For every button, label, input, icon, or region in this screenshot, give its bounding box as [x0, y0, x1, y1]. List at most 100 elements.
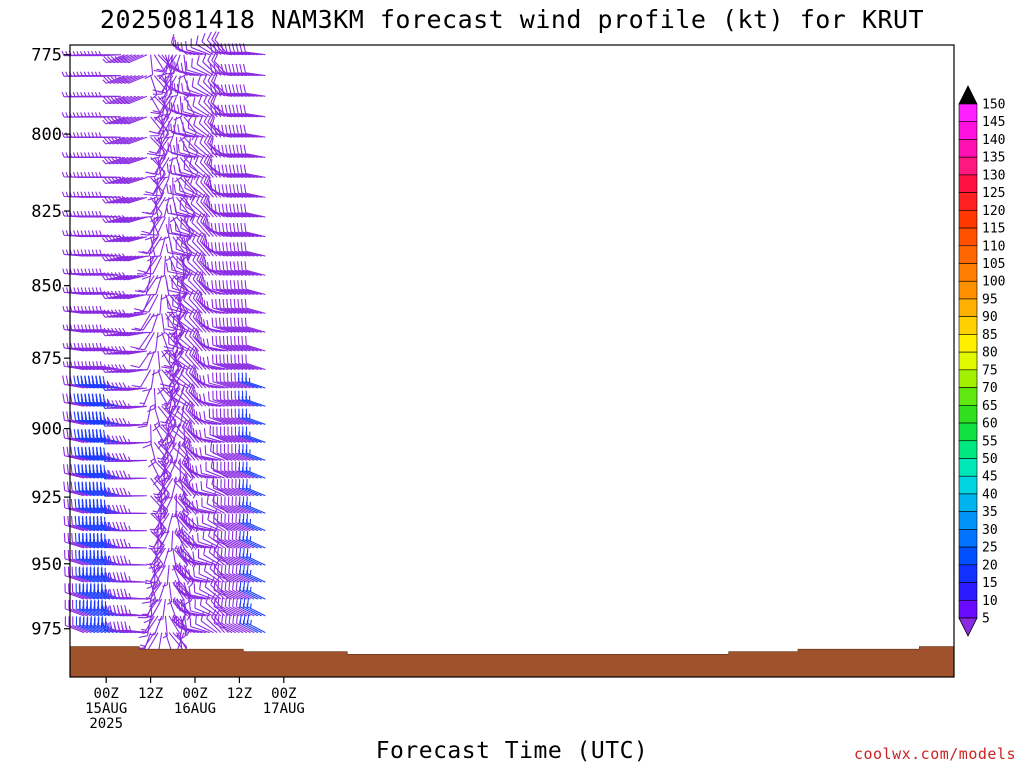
wind-barb: [184, 328, 200, 352]
wind-barb: [226, 354, 247, 371]
colorbar-label: 60: [982, 417, 998, 432]
wind-barb: [137, 406, 152, 429]
wind-barb: [159, 460, 166, 483]
wind-barb: [168, 335, 188, 352]
wind-barb: [64, 599, 85, 617]
wind-barb: [149, 157, 170, 176]
wind-barb: [63, 481, 85, 497]
wind-barb: [155, 256, 166, 280]
wind-barb: [227, 426, 247, 443]
colorbar-label: 15: [982, 576, 998, 591]
wind-barb: [169, 223, 192, 238]
wind-barb: [223, 444, 244, 461]
wind-barb: [225, 184, 247, 198]
colorbar-label: 40: [982, 487, 998, 502]
wind-barb: [233, 261, 255, 276]
wind-barb: [147, 177, 159, 201]
wind-barb: [174, 203, 196, 218]
wind-barb: [206, 494, 225, 514]
wind-barb: [200, 481, 222, 497]
wind-barb: [196, 232, 211, 257]
wind-barb: [67, 532, 88, 549]
wind-barb: [218, 242, 240, 257]
wind-barb: [184, 346, 200, 370]
wind-barb: [225, 223, 247, 238]
wind-barb: [244, 317, 266, 333]
wind-barb: [190, 38, 210, 56]
wind-barb: [194, 599, 214, 617]
wind-barb: [196, 271, 211, 295]
wind-barb: [246, 479, 266, 497]
terrain-surface: [69, 646, 955, 678]
wind-barb: [221, 614, 240, 634]
wind-barb: [191, 483, 214, 497]
wind-barb: [121, 54, 148, 64]
wind-barb: [246, 444, 266, 461]
wind-barb: [170, 242, 192, 257]
wind-barb: [160, 424, 177, 442]
colorbar-label: 150: [982, 98, 1005, 113]
wind-barb: [217, 581, 236, 600]
wind-barb: [122, 435, 147, 445]
wind-barb: [192, 567, 214, 583]
wind-barb: [245, 408, 266, 425]
wind-barb: [236, 223, 259, 238]
wind-barb: [195, 193, 211, 218]
wind-barb: [157, 137, 166, 163]
wind-barb: [227, 390, 247, 407]
wind-barb: [236, 124, 258, 138]
wind-barb: [188, 308, 203, 333]
wind-barb: [62, 375, 85, 389]
wind-barb: [123, 521, 147, 532]
wind-barb: [142, 581, 159, 600]
wind-barb: [147, 387, 157, 413]
wind-barb: [203, 428, 225, 443]
wind-barb: [121, 195, 148, 204]
wind-barb: [232, 614, 251, 634]
wind-barb: [231, 564, 251, 583]
x-tick-label: 15AUG: [85, 701, 127, 717]
wind-barb: [123, 555, 147, 566]
wind-barb: [232, 84, 255, 97]
wind-barb: [185, 382, 200, 407]
wind-barb: [196, 213, 211, 238]
wind-barb: [121, 75, 148, 84]
wind-barb: [210, 223, 233, 238]
wind-barb: [154, 460, 170, 479]
wind-barb: [219, 372, 240, 389]
wind-barb: [173, 184, 196, 198]
wind-barb: [122, 309, 148, 318]
wind-barb: [245, 426, 266, 443]
wind-barb: [143, 255, 163, 275]
wind-barb: [138, 615, 152, 639]
wind-barb: [121, 234, 148, 243]
wind-barb: [193, 116, 211, 138]
wind-barb: [152, 95, 174, 114]
wind-barb: [246, 513, 266, 532]
wind-barb: [211, 354, 233, 371]
wind-barb: [213, 597, 233, 617]
wind-barb: [77, 342, 99, 352]
wind-barb: [168, 352, 188, 371]
wind-barb: [239, 124, 262, 138]
wind-barb: [150, 96, 170, 115]
wind-barb: [178, 54, 187, 80]
wind-barb: [193, 583, 214, 600]
wind-barb: [70, 446, 92, 461]
wind-barb: [177, 493, 192, 514]
wind-barb: [72, 599, 92, 617]
wind-barb: [67, 549, 88, 566]
wind-barb: [223, 426, 244, 443]
wind-barb: [184, 586, 207, 600]
wind-barb: [95, 132, 118, 138]
wind-barb: [192, 308, 207, 333]
wind-barb: [220, 84, 244, 97]
colorbar-label: 105: [982, 257, 1005, 272]
wind-barb: [166, 530, 174, 553]
wind-barb: [210, 203, 233, 218]
speed-colorbar: 1501451401351301251201151101051009590858…: [958, 85, 1005, 637]
wind-barb: [220, 461, 240, 479]
colorbar-swatch: [958, 280, 978, 300]
wind-barb: [156, 460, 174, 478]
wind-barb: [233, 223, 255, 238]
